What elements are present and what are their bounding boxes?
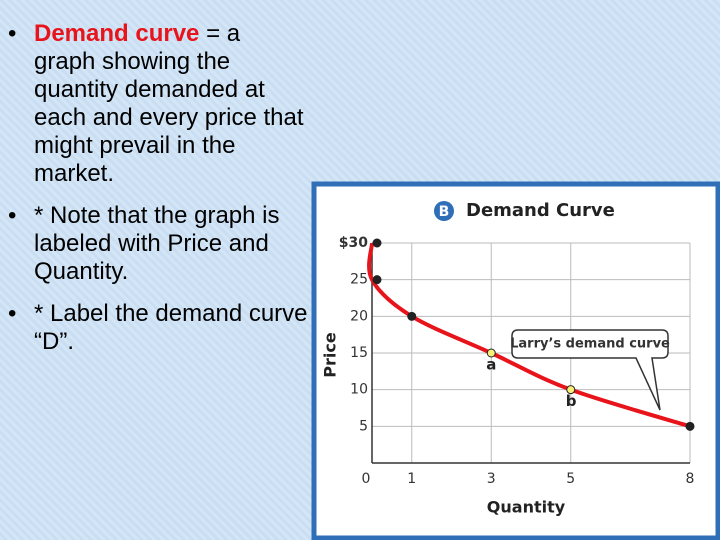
data-point	[685, 421, 695, 431]
point-label: a	[486, 356, 496, 374]
bullet-list: Demand curve = a graph showing the quant…	[8, 20, 308, 370]
callout-label: Larry’s demand curve	[510, 337, 670, 352]
data-point	[566, 385, 576, 395]
plot: 5 10 15 20 25 $30 0 1 3 5 8 a b	[339, 235, 695, 487]
y-tick-label: 25	[350, 272, 368, 288]
y-tick-label: 5	[359, 418, 368, 434]
demand-curve	[367, 242, 691, 429]
bullet: * Label the demand curve “D”.	[8, 300, 308, 356]
title-badge-circle	[434, 201, 454, 221]
x-tick-label: 3	[487, 471, 496, 487]
y-tick-label: 20	[350, 308, 368, 324]
x-tick-label: 1	[407, 471, 416, 487]
x-axis-label: Quantity	[487, 498, 566, 517]
bullet-text: * Label the demand curve “D”.	[34, 300, 308, 355]
callout	[511, 329, 669, 411]
term: Demand curve	[34, 20, 200, 47]
y-tick-label: $30	[339, 235, 368, 251]
bullet-text: * Note that the graph is labeled with Pr…	[34, 202, 280, 285]
data-point	[372, 238, 382, 248]
chart-panel	[311, 181, 720, 540]
x-tick-label: 0	[362, 471, 371, 487]
chart-title: Demand Curve	[466, 200, 615, 221]
y-axis-label: Price	[321, 332, 340, 378]
data-point	[372, 275, 382, 285]
point-label: b	[566, 392, 577, 410]
bullet: * Note that the graph is labeled with Pr…	[8, 202, 308, 286]
data-point	[407, 311, 417, 321]
data-point	[486, 348, 496, 358]
y-tick-label: 10	[350, 382, 368, 398]
x-tick-label: 5	[566, 471, 575, 487]
bullet: Demand curve = a graph showing the quant…	[8, 20, 308, 188]
x-tick-label: 8	[686, 471, 695, 487]
bullet-text: = a graph showing the quantity demanded …	[34, 20, 304, 187]
title-badge: B	[439, 204, 450, 220]
y-tick-label: 15	[350, 345, 368, 361]
